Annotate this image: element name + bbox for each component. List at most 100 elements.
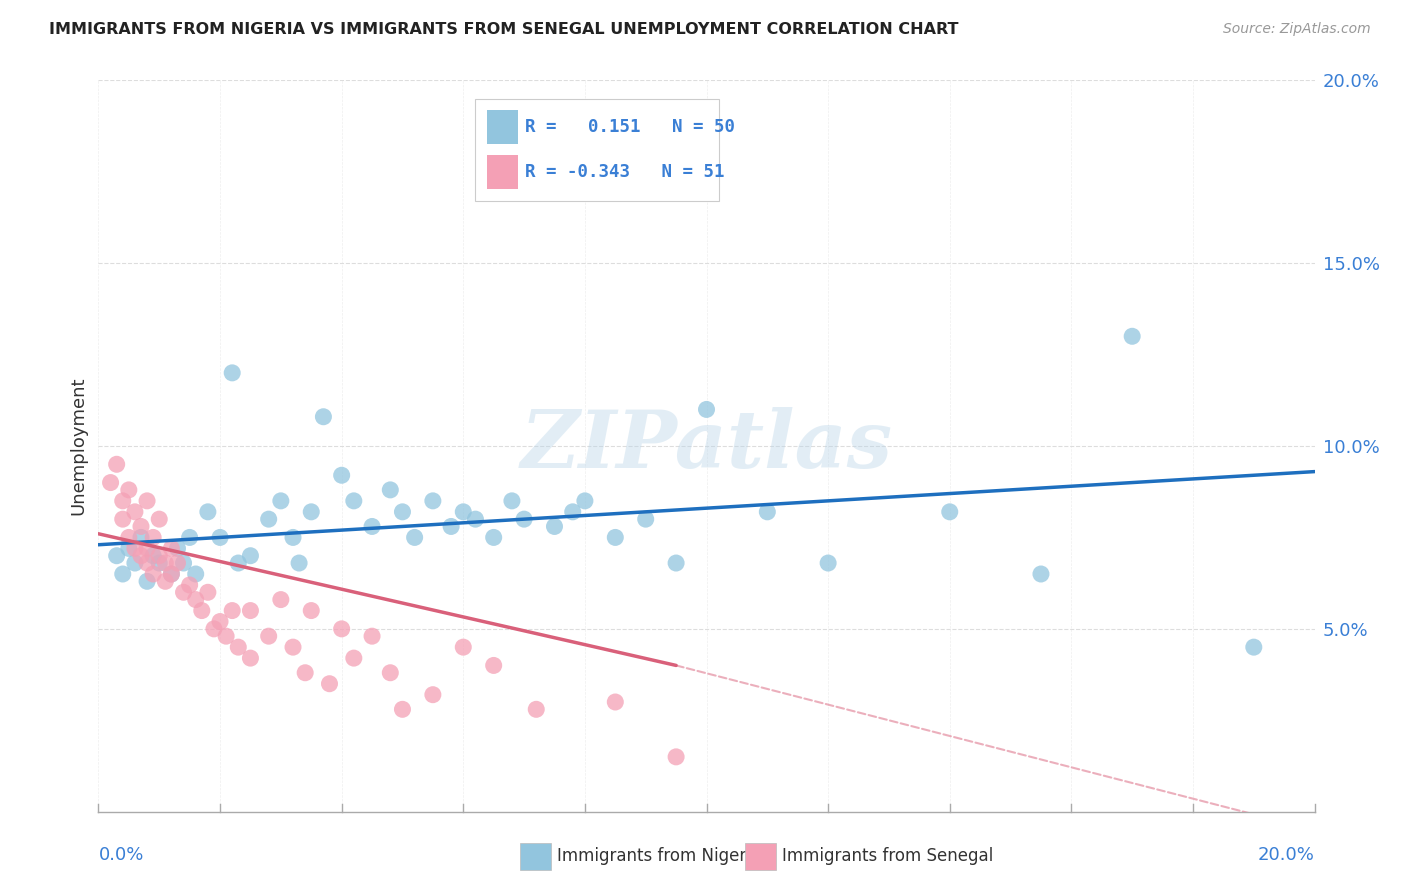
Point bbox=[100, 475, 122, 490]
Point bbox=[129, 549, 152, 563]
Text: ZIPatlas: ZIPatlas bbox=[520, 408, 893, 484]
Point bbox=[160, 541, 183, 556]
Point bbox=[221, 366, 243, 380]
Point bbox=[464, 512, 486, 526]
Point bbox=[191, 603, 214, 617]
Point bbox=[361, 519, 384, 533]
Point bbox=[166, 556, 188, 570]
Point bbox=[939, 505, 962, 519]
Point bbox=[209, 530, 232, 544]
Point bbox=[817, 556, 839, 570]
Point bbox=[391, 702, 413, 716]
Point bbox=[179, 578, 201, 592]
Point bbox=[118, 483, 141, 497]
Point bbox=[453, 640, 475, 655]
Point bbox=[160, 567, 183, 582]
Point bbox=[1121, 329, 1143, 343]
Point bbox=[111, 494, 134, 508]
Text: 20.0%: 20.0% bbox=[1258, 846, 1315, 863]
Point bbox=[330, 468, 353, 483]
Text: R = -0.343   N = 51: R = -0.343 N = 51 bbox=[524, 163, 724, 181]
Point bbox=[118, 530, 141, 544]
Point bbox=[239, 651, 262, 665]
Point bbox=[343, 651, 366, 665]
Point bbox=[270, 592, 292, 607]
Point bbox=[380, 483, 402, 497]
Point bbox=[173, 556, 195, 570]
Point bbox=[160, 567, 183, 582]
Point bbox=[136, 541, 159, 556]
Point bbox=[173, 585, 195, 599]
Text: Immigrants from Senegal: Immigrants from Senegal bbox=[782, 847, 993, 865]
Point bbox=[226, 640, 249, 655]
Point bbox=[294, 665, 316, 680]
Point bbox=[574, 494, 596, 508]
Point bbox=[142, 549, 165, 563]
Text: Source: ZipAtlas.com: Source: ZipAtlas.com bbox=[1223, 22, 1371, 37]
Point bbox=[105, 457, 128, 471]
Point bbox=[1243, 640, 1265, 655]
Point bbox=[136, 494, 159, 508]
Point bbox=[118, 541, 141, 556]
Point bbox=[634, 512, 657, 526]
Point bbox=[148, 512, 170, 526]
Point bbox=[281, 640, 304, 655]
Point bbox=[453, 505, 475, 519]
Point bbox=[166, 541, 188, 556]
Point bbox=[197, 505, 219, 519]
Point bbox=[501, 494, 523, 508]
Point bbox=[124, 556, 146, 570]
Point bbox=[202, 622, 225, 636]
Text: 0.0%: 0.0% bbox=[98, 846, 143, 863]
Point bbox=[209, 615, 232, 629]
Point bbox=[124, 505, 146, 519]
Point bbox=[111, 567, 134, 582]
Point bbox=[257, 512, 280, 526]
Point bbox=[524, 702, 547, 716]
Point bbox=[605, 695, 627, 709]
Point bbox=[197, 585, 219, 599]
Point bbox=[299, 505, 322, 519]
Point bbox=[380, 665, 402, 680]
Point bbox=[148, 556, 170, 570]
Text: R =   0.151   N = 50: R = 0.151 N = 50 bbox=[524, 119, 735, 136]
Point bbox=[124, 541, 146, 556]
Point bbox=[318, 676, 340, 690]
Point bbox=[482, 530, 505, 544]
Point bbox=[136, 574, 159, 589]
Point bbox=[270, 494, 292, 508]
Point bbox=[257, 629, 280, 643]
Point bbox=[696, 402, 718, 417]
Text: IMMIGRANTS FROM NIGERIA VS IMMIGRANTS FROM SENEGAL UNEMPLOYMENT CORRELATION CHAR: IMMIGRANTS FROM NIGERIA VS IMMIGRANTS FR… bbox=[49, 22, 959, 37]
Point bbox=[281, 530, 304, 544]
Point bbox=[105, 549, 128, 563]
Point bbox=[184, 592, 207, 607]
Point bbox=[561, 505, 583, 519]
Point bbox=[142, 530, 165, 544]
Point bbox=[299, 603, 322, 617]
Point bbox=[179, 530, 201, 544]
Point bbox=[312, 409, 335, 424]
Point bbox=[148, 549, 170, 563]
Point bbox=[1029, 567, 1052, 582]
Point bbox=[142, 567, 165, 582]
Text: Immigrants from Nigeria: Immigrants from Nigeria bbox=[557, 847, 761, 865]
Point bbox=[184, 567, 207, 582]
Point bbox=[605, 530, 627, 544]
Point bbox=[482, 658, 505, 673]
Point bbox=[155, 556, 177, 570]
Point bbox=[288, 556, 311, 570]
Point bbox=[330, 622, 353, 636]
Point bbox=[665, 749, 688, 764]
Point bbox=[422, 494, 444, 508]
Point bbox=[111, 512, 134, 526]
Point bbox=[239, 603, 262, 617]
Point bbox=[513, 512, 536, 526]
Point bbox=[543, 519, 565, 533]
Point bbox=[215, 629, 238, 643]
Point bbox=[136, 556, 159, 570]
Point bbox=[440, 519, 463, 533]
Point bbox=[665, 556, 688, 570]
Point bbox=[226, 556, 249, 570]
Point bbox=[404, 530, 426, 544]
